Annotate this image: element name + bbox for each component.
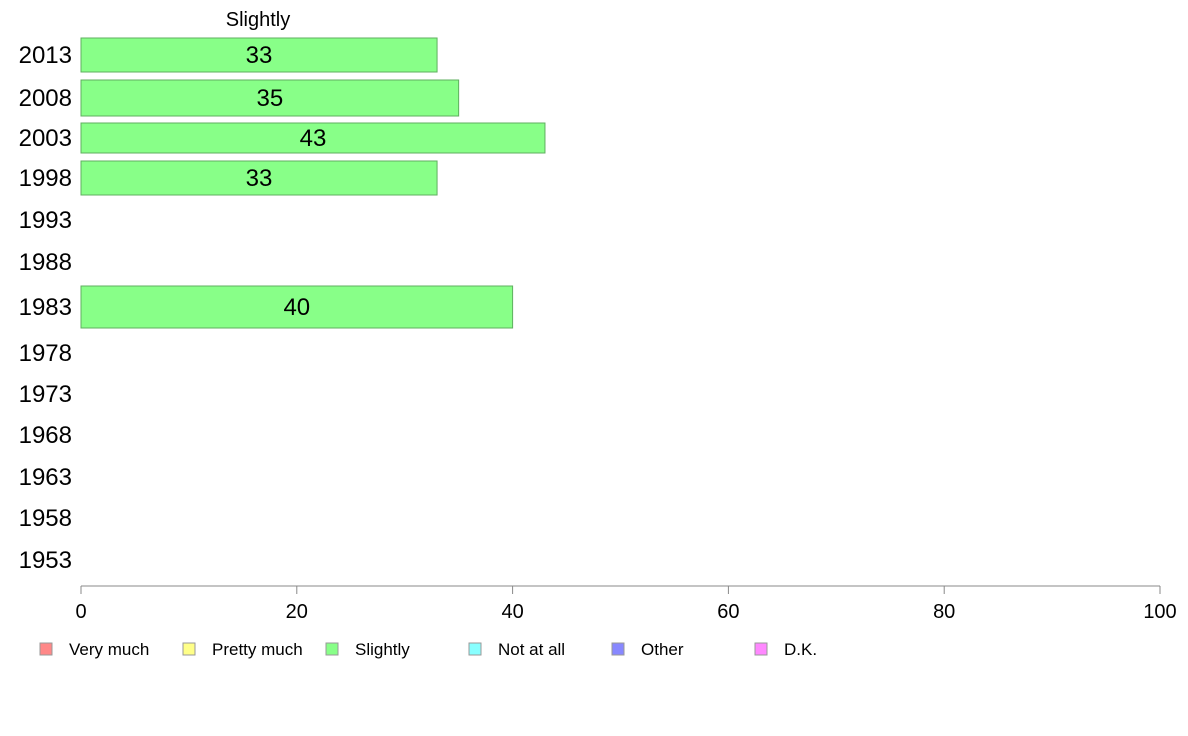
legend: Very much Pretty much Slightly Not at all Ot… — [39, 640, 817, 659]
x-tick-label: 100 — [1143, 601, 1176, 623]
column-title: Slightly — [226, 9, 290, 31]
year-label: 1973 — [19, 381, 72, 408]
year-label: 1963 — [19, 464, 72, 491]
legend-label: D.K. — [784, 640, 817, 659]
x-tick-label: 20 — [286, 601, 308, 623]
year-labels: 2013 2008 2003 1998 1993 1988 1983 1978 1973 1968… — [19, 42, 72, 574]
x-axis: 0 20 40 60 80 100 — [75, 585, 1177, 623]
year-label: 1988 — [19, 249, 72, 276]
bars: 33 35 43 33 40 — [80, 37, 546, 329]
legend-label: Other — [641, 640, 684, 659]
year-label: 1958 — [19, 505, 72, 532]
legend-swatch — [182, 642, 196, 656]
bar — [80, 122, 546, 154]
x-tick-label: 0 — [75, 601, 86, 623]
bar-value-label: 33 — [246, 165, 273, 192]
legend-label: Very much — [69, 640, 149, 659]
bar — [80, 37, 438, 73]
legend-label: Not at all — [498, 640, 565, 659]
year-label: 2008 — [19, 85, 72, 112]
legend-swatch — [468, 642, 482, 656]
x-tick-label: 60 — [717, 601, 739, 623]
year-label: 2003 — [19, 125, 72, 152]
legend-label: Slightly — [355, 640, 410, 659]
year-label: 1968 — [19, 422, 72, 449]
bar-value-label: 43 — [300, 125, 327, 152]
bar — [80, 285, 514, 329]
bar-value-label: 40 — [283, 294, 310, 321]
legend-label: Pretty much — [212, 640, 303, 659]
year-label: 2013 — [19, 42, 72, 69]
x-tick-label: 40 — [501, 601, 523, 623]
year-label: 1993 — [19, 207, 72, 234]
legend-swatch — [39, 642, 53, 656]
year-label: 1978 — [19, 340, 72, 367]
year-label: 1953 — [19, 547, 72, 574]
x-tick-label: 80 — [933, 601, 955, 623]
bar-value-label: 35 — [256, 85, 283, 112]
year-label: 1998 — [19, 165, 72, 192]
year-label: 1983 — [19, 294, 72, 321]
bar — [80, 160, 438, 196]
bar — [80, 79, 460, 117]
bar-value-label: 33 — [246, 42, 273, 69]
legend-swatch — [325, 642, 339, 656]
legend-swatch — [611, 642, 625, 656]
legend-swatch — [754, 642, 768, 656]
